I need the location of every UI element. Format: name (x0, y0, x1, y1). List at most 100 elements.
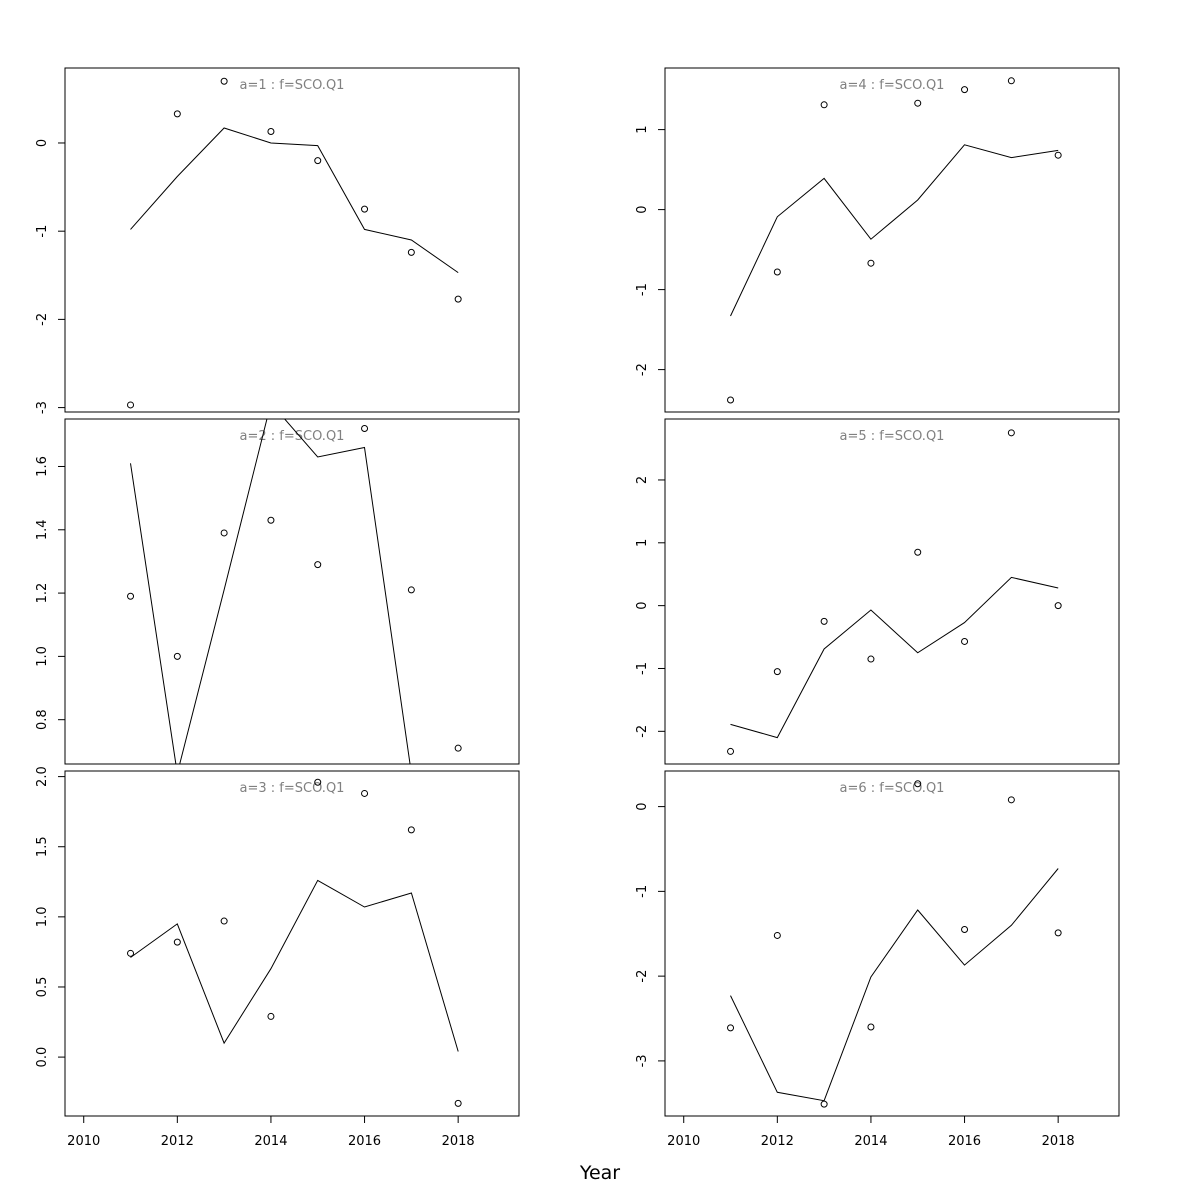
y-tick-label: -2 (635, 725, 650, 738)
data-point (961, 637, 969, 645)
data-point (314, 778, 322, 786)
x-tick-label: 2018 (1042, 1134, 1075, 1149)
panel-1: a=1 : f=SCO.Q1 0 -1 -2 -3 (35, 67, 520, 414)
y-tick-label: 1.4 (35, 519, 50, 540)
panel-6-frame (664, 770, 1120, 1117)
data-point (220, 917, 228, 925)
y-tick-label: 0.0 (35, 1047, 50, 1068)
y-tick-label: 2 (635, 476, 650, 484)
x-tick-label: 2010 (67, 1134, 100, 1149)
data-point (1054, 929, 1062, 937)
data-point (773, 268, 781, 276)
data-point (127, 592, 135, 600)
y-tick-label: 0 (635, 205, 650, 213)
data-point (820, 101, 828, 109)
data-point (173, 938, 181, 946)
y-tick-label: 0.8 (35, 709, 50, 730)
data-point (361, 789, 369, 797)
panel-2-title: a=2 : f=SCO.Q1 (240, 429, 345, 444)
panel-3: a=3 : f=SCO.Q1 0.0 0.5 1.0 1.5 2.0 2010 2012 201… (35, 766, 520, 1149)
y-tick-label: 1.6 (35, 456, 50, 477)
data-point (820, 1100, 828, 1108)
data-point (361, 424, 369, 432)
data-point (267, 516, 275, 524)
y-tick-label: -1 (635, 283, 650, 296)
panel-2: a=2 : f=SCO.Q1 0.8 1.0 1.2 1.4 1.6 (35, 418, 520, 765)
data-point (407, 586, 415, 594)
y-tick-label: -2 (35, 313, 50, 326)
data-point (1054, 602, 1062, 610)
y-tick-label: -1 (635, 662, 650, 675)
data-point (914, 548, 922, 556)
data-point (127, 949, 135, 957)
panel-1-frame (64, 67, 520, 413)
data-point (867, 1023, 875, 1031)
y-tick-label: 2.0 (35, 766, 50, 787)
data-point (220, 77, 228, 85)
x-tick-label: 2014 (254, 1134, 287, 1149)
data-point (867, 259, 875, 267)
y-tick-label: 0 (635, 601, 650, 609)
panel-1-title: a=1 : f=SCO.Q1 (240, 78, 345, 93)
y-tick-label: 0 (635, 802, 650, 810)
y-tick-label: 1 (635, 125, 650, 133)
data-point (454, 744, 462, 752)
y-tick-label: 1.2 (35, 583, 50, 604)
x-tick-label: 2010 (667, 1134, 700, 1149)
data-point (1007, 429, 1015, 437)
data-point (407, 826, 415, 834)
panel-5-title: a=5 : f=SCO.Q1 (840, 429, 945, 444)
y-tick-label: 0 (35, 139, 50, 147)
data-point (1007, 796, 1015, 804)
data-point (454, 295, 462, 303)
y-tick-label: -3 (35, 401, 50, 414)
data-point (1007, 77, 1015, 85)
panel-3-title: a=3 : f=SCO.Q1 (240, 781, 345, 796)
series-line (130, 419, 411, 764)
data-point (407, 248, 415, 256)
data-point (773, 931, 781, 939)
panel-4-frame (664, 67, 1120, 413)
data-point (773, 668, 781, 676)
data-point (173, 110, 181, 118)
data-point (454, 1099, 462, 1107)
data-point (961, 926, 969, 934)
panel-6-title: a=6 : f=SCO.Q1 (840, 781, 945, 796)
data-point (361, 205, 369, 213)
panel-4-title: a=4 : f=SCO.Q1 (840, 78, 945, 93)
y-tick-label: -2 (635, 970, 650, 983)
series-line (730, 868, 1059, 1102)
x-axis-label: Year (579, 1162, 620, 1184)
data-point (1054, 151, 1062, 159)
data-point (173, 652, 181, 660)
data-point (314, 561, 322, 569)
y-tick-label: -1 (635, 885, 650, 898)
data-point (727, 396, 735, 404)
series-line (730, 576, 1059, 739)
y-tick-label: 0.5 (35, 977, 50, 998)
series-line (130, 879, 459, 1052)
data-point (727, 1024, 735, 1032)
series-line (730, 144, 1059, 317)
data-point (220, 529, 228, 537)
x-tick-label: 2016 (348, 1134, 381, 1149)
y-tick-label: 1.0 (35, 646, 50, 667)
y-tick-label: -2 (635, 363, 650, 376)
x-tick-label: 2012 (161, 1134, 194, 1149)
panel-6: a=6 : f=SCO.Q1 0 -1 -2 -3 2010 2012 2014 2016 201… (635, 770, 1120, 1149)
x-tick-label: 2012 (761, 1134, 794, 1149)
x-tick-label: 2018 (442, 1134, 475, 1149)
data-point (727, 747, 735, 755)
x-tick-label: 2014 (854, 1134, 887, 1149)
x-tick-label: 2016 (948, 1134, 981, 1149)
data-point (314, 157, 322, 165)
data-point (914, 99, 922, 107)
data-point (127, 401, 135, 409)
panel-5: a=5 : f=SCO.Q1 2 1 0 -1 -2 (635, 418, 1120, 765)
y-tick-label: 1.5 (35, 836, 50, 857)
series-line (130, 127, 459, 274)
panel-5-frame (664, 418, 1120, 765)
panel-2-frame (64, 418, 520, 765)
